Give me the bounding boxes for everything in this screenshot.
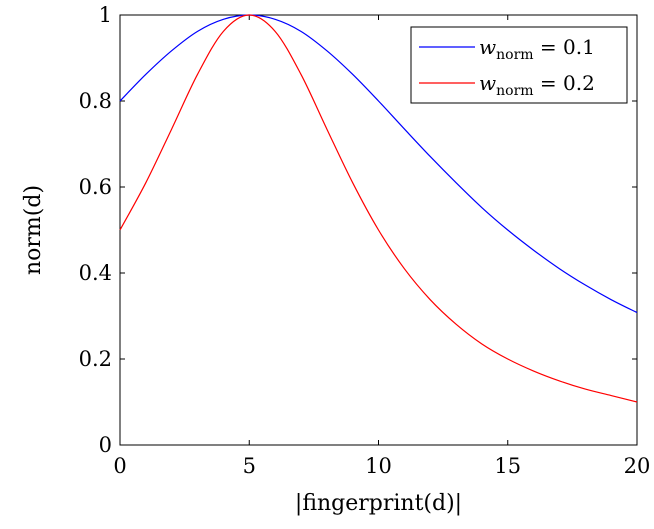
- legend-subscript: norm: [496, 83, 533, 99]
- legend-label: wnorm = 0.1: [479, 35, 595, 63]
- legend-value: = 0.2: [534, 71, 595, 95]
- legend-box: [410, 26, 628, 104]
- x-tick-label: 15: [494, 454, 521, 478]
- y-tick-label: 0.4: [79, 261, 112, 285]
- x-tick-label: 10: [365, 454, 392, 478]
- legend-subscript: norm: [496, 47, 533, 63]
- x-tick-label: 20: [624, 454, 651, 478]
- y-tick-label: 0.6: [79, 175, 112, 199]
- legend-label: wnorm = 0.2: [479, 71, 595, 99]
- y-tick-label: 0.8: [79, 89, 112, 113]
- legend-var: w: [479, 35, 496, 59]
- series-1: [119, 14, 638, 314]
- legend-var: w: [479, 71, 496, 95]
- series-2: [119, 14, 638, 403]
- y-tick-label: 0: [99, 433, 112, 457]
- y-axis-label: norm(d): [21, 185, 46, 275]
- x-tick-label: 0: [113, 454, 126, 478]
- legend-value: = 0.1: [534, 35, 595, 59]
- plot-area: [119, 14, 638, 446]
- series-line: [119, 14, 638, 403]
- axis-ticks: [119, 14, 638, 446]
- y-tick-label: 1: [99, 3, 112, 27]
- y-tick-label: 0.2: [79, 347, 112, 371]
- series-line: [119, 14, 638, 314]
- series-layer: [119, 14, 638, 403]
- tick-labels: 0 5 10 15 20 0 0.2 0.4 0.6 0.8 1: [79, 3, 651, 478]
- x-axis-label: |fingerprint(d)|: [295, 491, 462, 516]
- x-tick-label: 5: [243, 454, 256, 478]
